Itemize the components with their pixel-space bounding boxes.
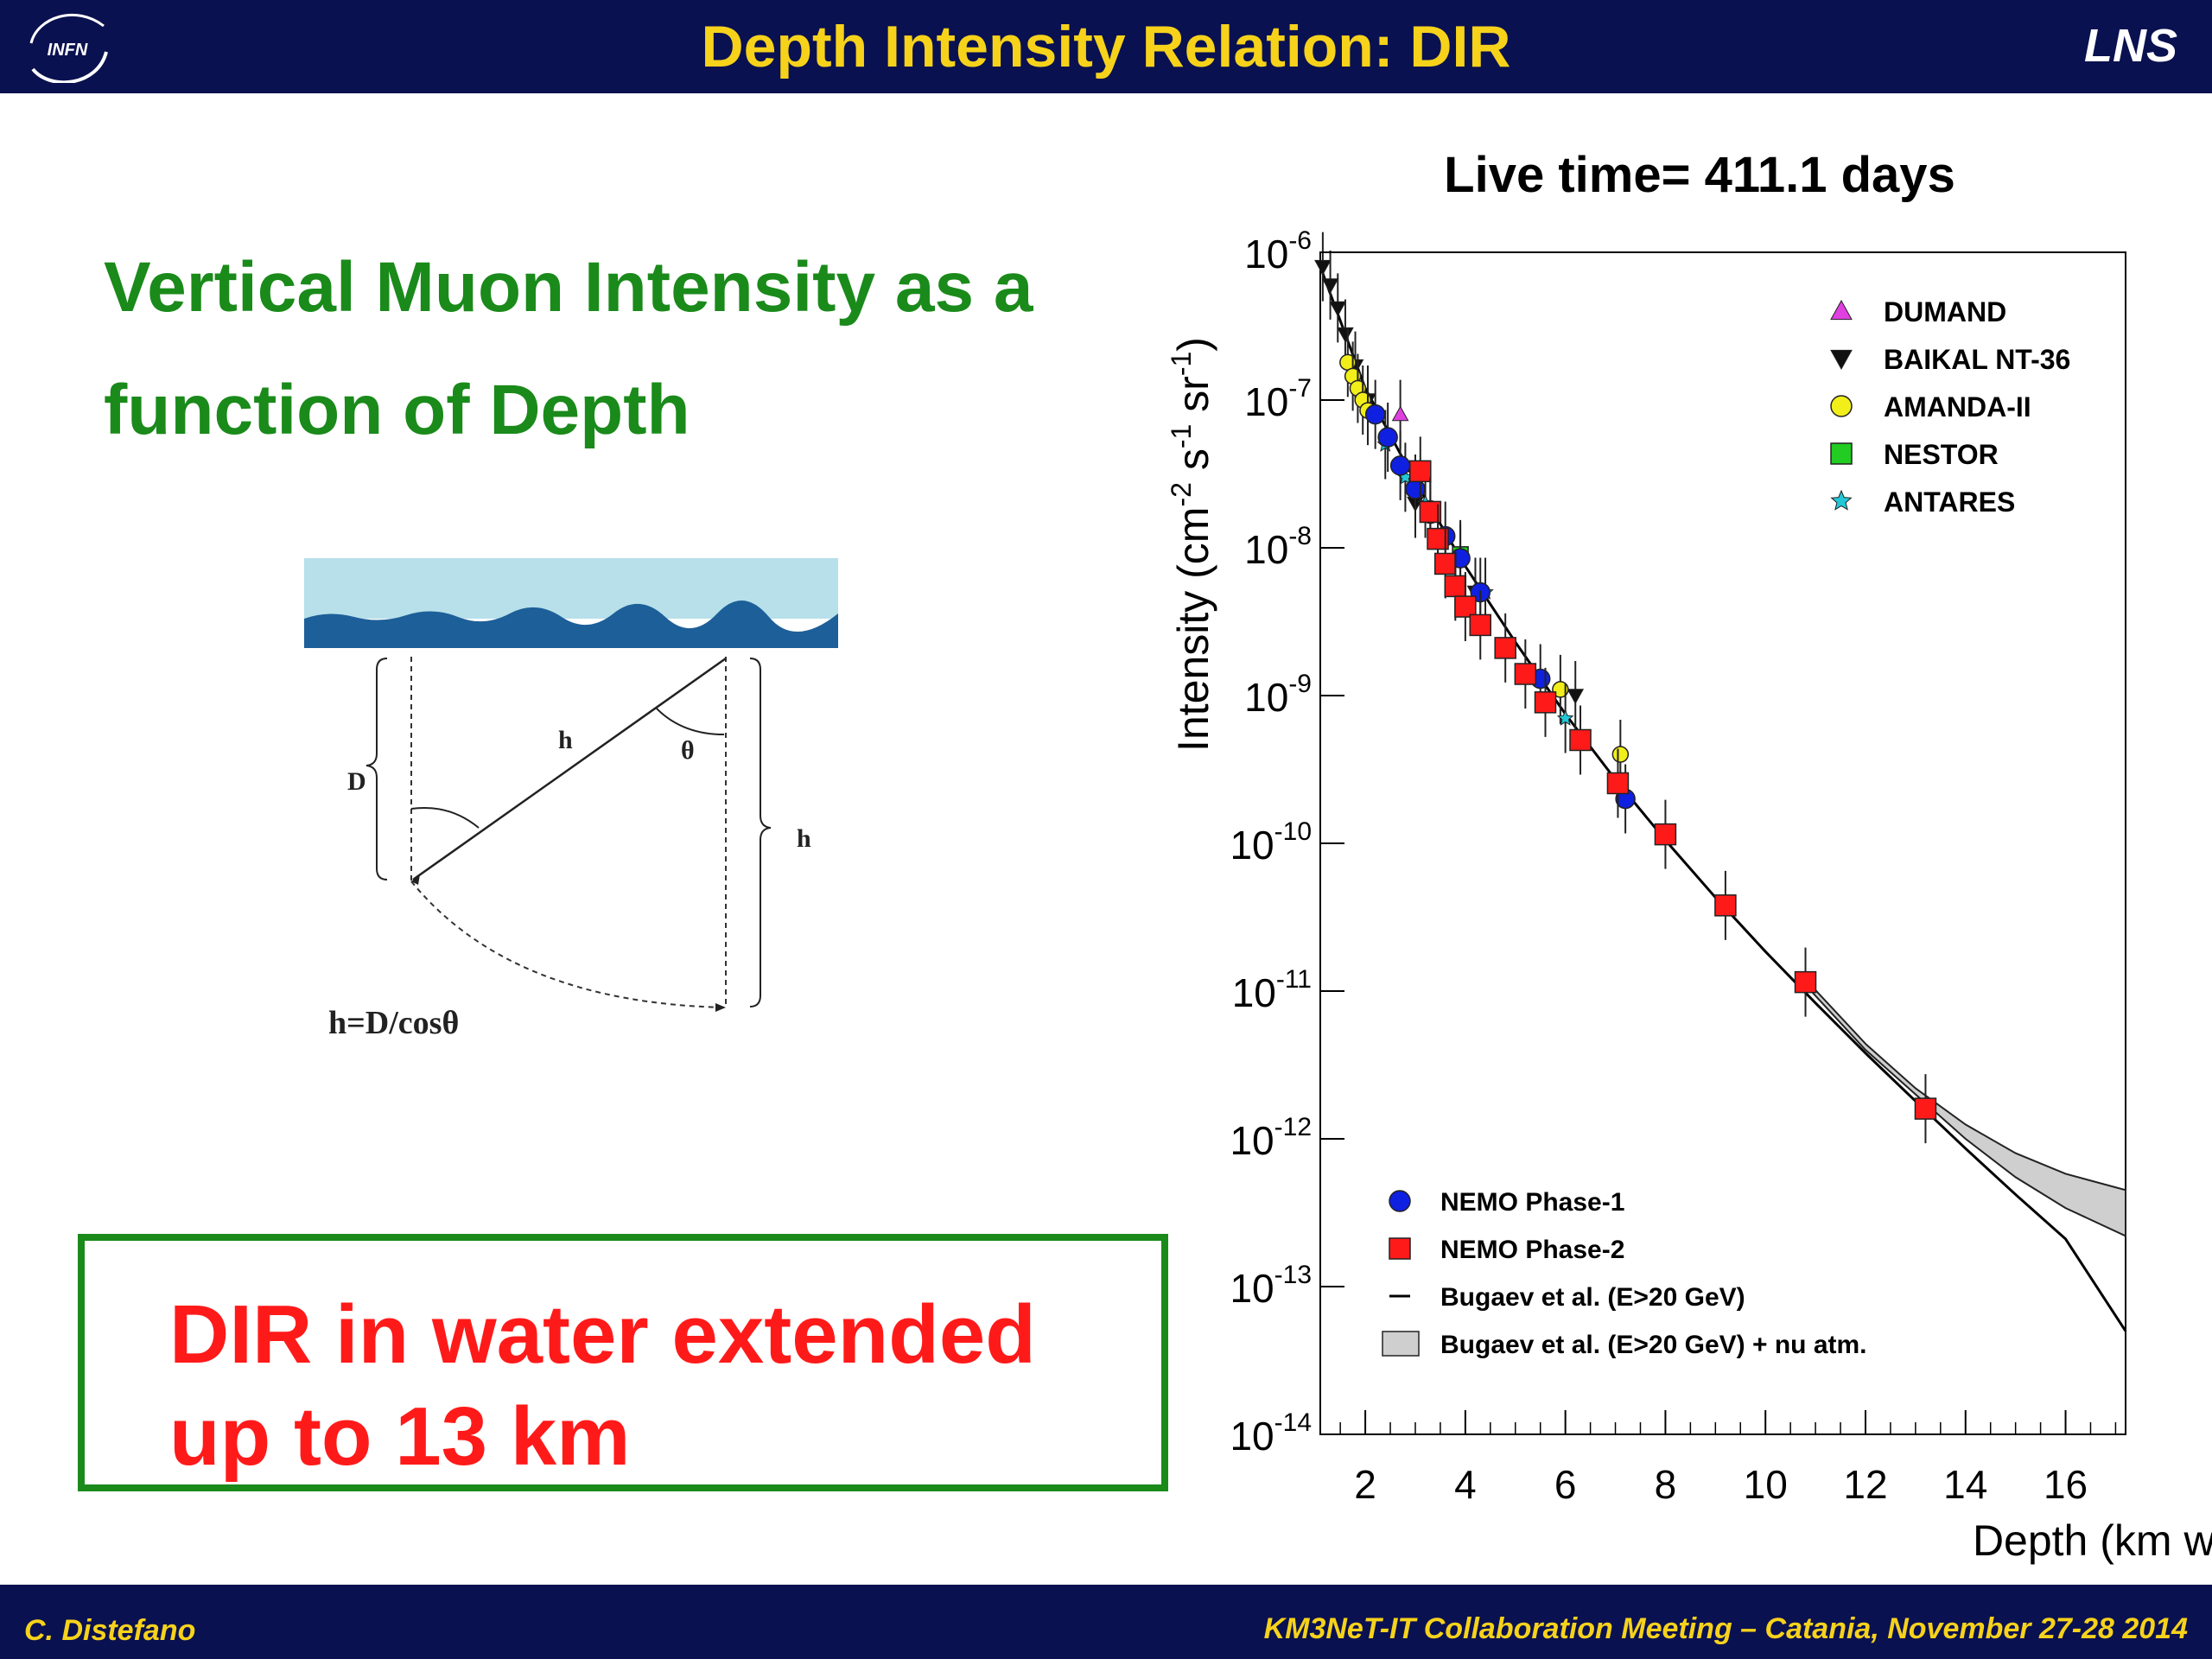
data-point-nemo-phase-1 xyxy=(1377,427,1398,448)
data-point-nemo-phase-2 xyxy=(1433,552,1457,575)
legend-marker xyxy=(1830,489,1853,511)
slide-heading: Vertical Muon Intensity as a function of… xyxy=(104,248,1033,449)
lns-label: LNS xyxy=(2084,20,2177,72)
x-tick-label: 14 xyxy=(1943,1462,1987,1507)
legend-label: AMANDA-II xyxy=(1884,391,2031,423)
data-point-dumand xyxy=(1391,405,1409,422)
logo-text: INFN xyxy=(48,41,88,60)
label-theta: θ xyxy=(681,736,695,765)
x-tick-label: 6 xyxy=(1554,1462,1577,1507)
data-point-nemo-phase-1 xyxy=(1389,455,1411,476)
data-point-baikal-nt-36 xyxy=(1329,301,1347,317)
legend-band xyxy=(1382,1331,1420,1357)
dir-chart: Live time= 411.1 days 2 4 6 8 10 12 14 16 10-14 1… xyxy=(1166,147,2212,1565)
legend-label: Bugaev et al. (E>20 GeV) xyxy=(1440,1283,1745,1312)
data-point-nemo-phase-2 xyxy=(1654,823,1677,846)
legend-label: NESTOR xyxy=(1884,439,1999,470)
x-tick-label: 16 xyxy=(2044,1462,2088,1507)
data-point-nemo-phase-2 xyxy=(1534,691,1557,714)
legend-marker xyxy=(1830,299,1853,321)
formula: h=D/cosθ xyxy=(328,1005,459,1041)
y-axis-label: Intensity (cm-2 s-1 sr-1) xyxy=(1166,337,1217,752)
x-tick-label: 8 xyxy=(1655,1462,1677,1507)
y-tick-label: 10-11 xyxy=(1232,965,1312,1015)
data-point-nemo-phase-2 xyxy=(1514,663,1537,685)
x-tick-label: 12 xyxy=(1843,1462,1887,1507)
y-tick-label: 10-12 xyxy=(1230,1113,1312,1163)
data-point-baikal-nt-36 xyxy=(1337,327,1354,343)
footer-meeting: KM3NeT-IT Collaboration Meeting – Catani… xyxy=(1263,1612,2188,1645)
data-point-amanda-ii xyxy=(1611,746,1630,763)
data-point-nemo-phase-1 xyxy=(1364,404,1386,425)
legend-marker xyxy=(1389,1237,1411,1260)
data-point-nemo-phase-2 xyxy=(1606,772,1630,795)
footer-author: C. Distefano xyxy=(24,1614,196,1647)
infn-logo: INFN xyxy=(29,13,108,83)
data-point-baikal-nt-36 xyxy=(1314,259,1332,276)
data-point-baikal-nt-36 xyxy=(1567,689,1585,705)
callout-box: DIR in water extended up to 13 km xyxy=(78,1234,1168,1491)
data-point-nemo-phase-1 xyxy=(1405,479,1426,499)
y-tick-label: 10-9 xyxy=(1244,670,1312,720)
data-point-antares xyxy=(1556,709,1574,726)
y-tick-label: 10-14 xyxy=(1230,1408,1312,1459)
depth-diagram: D h θ h h=D/cosθ xyxy=(304,558,838,1041)
label-d: D xyxy=(347,767,366,796)
x-tick-label: 4 xyxy=(1454,1462,1477,1507)
label-h-right: h xyxy=(797,824,811,853)
sea-band xyxy=(304,600,838,648)
legend-label: BAIKAL NT-36 xyxy=(1884,344,2070,375)
y-tick-label: 10-13 xyxy=(1230,1261,1312,1311)
data-point-nemo-phase-2 xyxy=(1444,575,1467,598)
legend-marker xyxy=(1830,395,1853,417)
legend-marker xyxy=(1830,349,1853,371)
data-point-amanda-ii xyxy=(1552,681,1569,698)
title-bar xyxy=(0,0,2212,93)
y-tick-label: 10-7 xyxy=(1244,374,1312,424)
slant-path-line xyxy=(412,657,727,881)
legend-label: Bugaev et al. (E>20 GeV) + nu atm. xyxy=(1440,1331,1867,1359)
data-point-nemo-phase-2 xyxy=(1569,728,1592,752)
x-tick-label: 2 xyxy=(1354,1462,1376,1507)
data-point-nemo-phase-2 xyxy=(1494,637,1516,659)
x-tick-label: 10 xyxy=(1744,1462,1788,1507)
label-h-slant: h xyxy=(558,726,573,754)
legend-marker xyxy=(1389,1190,1411,1212)
data-point-nemo-phase-2 xyxy=(1469,613,1491,637)
legend-label: ANTARES xyxy=(1884,486,2015,518)
data-point-nemo-phase-2 xyxy=(1454,595,1477,618)
data-point-nemo-phase-2 xyxy=(1409,460,1432,483)
footer-bar xyxy=(0,1585,2212,1659)
slide-title: Depth Intensity Relation: DIR xyxy=(701,14,1511,79)
y-tick-label: 10-10 xyxy=(1230,817,1312,868)
callout-text: DIR in water extended up to 13 km xyxy=(169,1288,1036,1483)
data-point-nemo-phase-2 xyxy=(1914,1097,1937,1120)
y-tick-label: 10-6 xyxy=(1244,226,1312,276)
data-point-nemo-phase-2 xyxy=(1794,970,1817,994)
y-tick-label: 10-8 xyxy=(1244,522,1312,572)
legend-label: NEMO Phase-1 xyxy=(1440,1188,1624,1217)
x-axis-label: Depth (km w.e.) xyxy=(1973,1516,2212,1565)
legend-marker xyxy=(1830,442,1853,465)
legend-label: NEMO Phase-2 xyxy=(1440,1236,1624,1264)
chart-title: Live time= 411.1 days xyxy=(1444,147,1955,203)
data-point-nemo-phase-2 xyxy=(1714,894,1737,917)
legend-label: DUMAND xyxy=(1884,296,2006,327)
data-point-baikal-nt-36 xyxy=(1321,278,1339,294)
